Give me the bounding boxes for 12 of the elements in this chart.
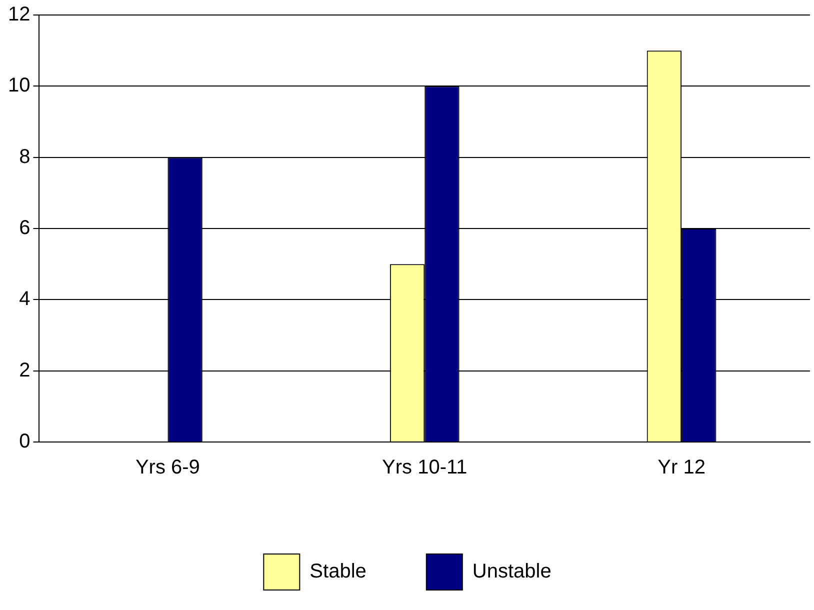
y-tick-label: 6 [19,217,30,240]
y-tick-label: 2 [19,359,30,382]
y-tick-label: 10 [8,74,30,97]
legend-label: Stable [310,560,366,583]
y-tick-label: 4 [19,288,30,310]
x-tick-label: Yrs 6-9 [135,456,200,479]
y-tick-label: 8 [19,146,30,168]
x-tick-label: Yr 12 [658,456,706,479]
y-tick-label: 0 [19,430,30,453]
legend-label: Unstable [472,560,552,583]
x-tick-label: Yrs 10-11 [382,456,468,479]
y-tick-label: 12 [8,4,30,26]
